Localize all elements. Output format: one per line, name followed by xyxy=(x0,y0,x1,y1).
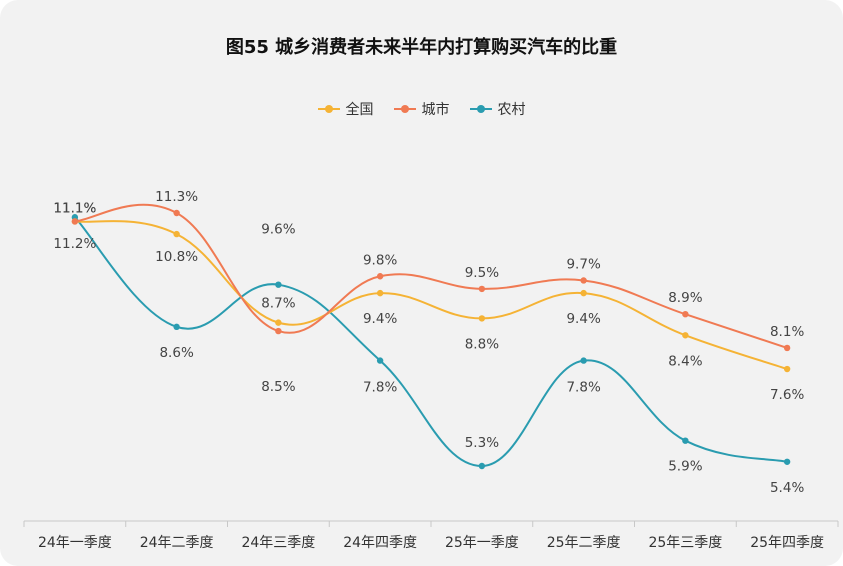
data-label-rural: 7.8% xyxy=(363,380,397,396)
data-label-national: 8.8% xyxy=(465,336,499,352)
x-tick-label: 24年一季度 xyxy=(38,535,112,551)
legend-label-urban: 城市 xyxy=(421,102,450,118)
data-point-national xyxy=(275,319,282,326)
data-label-urban: 8.5% xyxy=(261,379,295,395)
data-point-urban xyxy=(71,218,79,225)
data-point-urban xyxy=(783,344,791,352)
data-label-rural: 5.3% xyxy=(465,435,499,451)
data-label-rural: 7.8% xyxy=(566,380,600,396)
data-point-rural xyxy=(682,437,689,444)
data-point-urban xyxy=(173,209,180,217)
data-label-rural: 11.2% xyxy=(53,236,96,252)
chart-title: 图55 城乡消费者未来半年内打算购买汽车的比重 xyxy=(225,37,618,58)
legend-swatch-urban xyxy=(393,104,416,114)
x-tick-label: 25年四季度 xyxy=(750,535,824,551)
data-label-rural: 5.9% xyxy=(668,459,702,475)
data-point-national xyxy=(580,289,587,297)
x-tick-label: 25年三季度 xyxy=(648,535,722,551)
data-label-urban: 11.3% xyxy=(155,189,198,205)
x-tick-label: 24年四季度 xyxy=(343,535,417,551)
data-point-national xyxy=(376,289,384,297)
data-point-rural xyxy=(173,323,180,331)
data-point-rural xyxy=(580,357,587,364)
legend-swatch-national xyxy=(317,104,340,114)
series-line-urban xyxy=(74,203,788,349)
x-tick-label: 24年三季度 xyxy=(241,535,315,551)
legend-item-rural[interactable]: 农村 xyxy=(469,99,526,119)
data-label-national: 9.4% xyxy=(363,311,397,327)
data-label-national: 8.7% xyxy=(261,296,295,312)
data-point-urban xyxy=(580,277,587,284)
data-label-urban: 9.8% xyxy=(363,252,397,268)
data-point-urban xyxy=(478,285,486,293)
data-label-national: 9.4% xyxy=(566,311,600,327)
data-point-national xyxy=(682,332,689,339)
x-tick-label: 25年一季度 xyxy=(445,535,519,551)
data-label-rural: 8.6% xyxy=(159,345,193,361)
data-point-rural xyxy=(478,462,486,470)
data-label-national: 10.8% xyxy=(155,249,198,265)
x-tick-label: 24年二季度 xyxy=(140,535,214,551)
series-line-national xyxy=(74,220,788,370)
data-label-rural: 5.4% xyxy=(770,480,804,496)
data-point-urban xyxy=(682,311,689,318)
data-label-urban: 8.9% xyxy=(668,290,702,306)
data-point-rural xyxy=(783,458,791,465)
data-point-rural xyxy=(376,357,384,364)
data-label-urban: 9.5% xyxy=(465,265,499,281)
data-point-national xyxy=(173,230,180,238)
data-point-urban xyxy=(376,273,384,280)
legend: 全国 城市 农村 xyxy=(0,99,843,119)
data-point-rural xyxy=(275,281,282,288)
data-label-urban: 11.1% xyxy=(53,200,96,216)
data-label-urban: 8.1% xyxy=(770,324,804,340)
legend-swatch-rural xyxy=(469,104,492,114)
legend-label-rural: 农村 xyxy=(497,102,526,118)
data-point-urban xyxy=(275,327,282,335)
series-line-rural xyxy=(74,216,788,468)
data-label-national: 11.1% xyxy=(53,200,96,216)
data-label-urban: 9.7% xyxy=(566,256,600,272)
legend-label-national: 全国 xyxy=(345,102,374,118)
x-tick-label: 25年二季度 xyxy=(547,535,621,551)
data-label-national: 8.4% xyxy=(668,353,702,369)
data-point-national xyxy=(478,315,486,322)
data-label-national: 7.6% xyxy=(770,387,804,403)
data-label-rural: 9.6% xyxy=(261,222,295,238)
legend-item-national[interactable]: 全国 xyxy=(317,99,374,119)
legend-item-urban[interactable]: 城市 xyxy=(393,99,450,119)
data-point-national xyxy=(783,365,791,373)
